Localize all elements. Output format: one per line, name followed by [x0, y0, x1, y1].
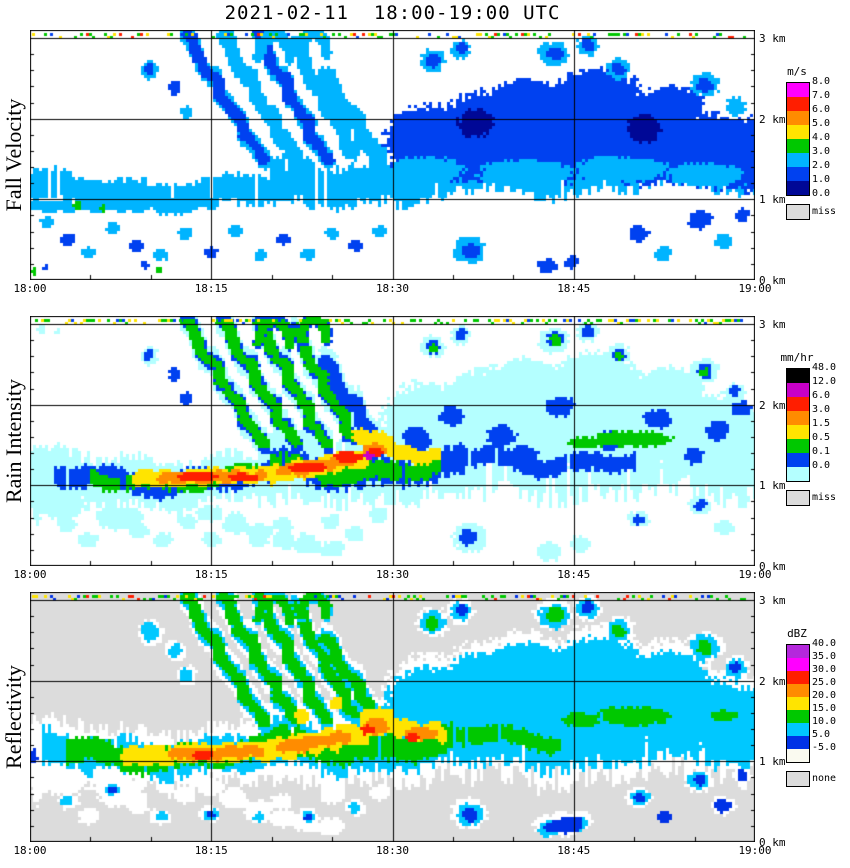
colorbar-label: 0.1	[812, 446, 831, 457]
y-tick-label: 1 km	[759, 479, 786, 493]
colorbar-reflectivity	[786, 644, 810, 763]
colorbar-unit-label: m/s	[787, 65, 807, 78]
panel-ylabel-rain-intensity: Rain Intensity	[1, 378, 26, 504]
x-tick-label: 18:45	[557, 282, 591, 295]
colorbar-label: 2.0	[812, 160, 831, 171]
colorbar-label: 8.0	[812, 76, 831, 87]
y-tick-label: 3 km	[759, 594, 786, 608]
colorbar-segment	[787, 181, 809, 195]
colorbar-label: 0.0	[812, 188, 831, 199]
colorbar-label: 3.0	[812, 404, 831, 415]
colorbar-segment	[787, 749, 809, 762]
colorbar-segment	[787, 697, 809, 710]
x-tick-label: 18:30	[375, 282, 410, 295]
colorbar-segment	[787, 153, 809, 167]
x-tick-label: 18:00	[13, 568, 47, 581]
colorbar-missing-label: none	[812, 773, 837, 784]
colorbar-segment	[787, 97, 809, 111]
colorbar-label: 0.0	[812, 460, 831, 471]
colorbar-segment	[787, 83, 809, 97]
colorbar-rain-intensity	[786, 368, 810, 482]
colorbar-segment	[787, 658, 809, 671]
colorbar-label: 7.0	[812, 90, 831, 101]
x-tick-label: 19:00	[738, 844, 772, 857]
colorbar-missing-swatch	[786, 490, 810, 506]
panel-canvas-reflectivity	[30, 592, 755, 842]
x-tick-label: 18:15	[194, 844, 228, 857]
panel-ylabel-fall-velocity: Fall Velocity	[1, 98, 26, 212]
x-tick-label: 18:45	[557, 568, 591, 581]
colorbar-segment	[787, 397, 809, 411]
y-tick-label: 0 km	[759, 836, 786, 849]
colorbar-label: 0.5	[812, 432, 831, 443]
x-tick-label: 18:30	[375, 844, 410, 857]
y-tick-label: 0 km	[759, 274, 786, 287]
y-tick-label: 0 km	[759, 560, 786, 573]
colorbar-label: 1.5	[812, 418, 831, 429]
x-tick-label: 18:30	[375, 568, 410, 581]
y-tick-label: 1 km	[759, 193, 786, 207]
x-tick-label: 19:00	[738, 568, 772, 581]
colorbar-segment	[787, 439, 809, 453]
colorbar-label: 6.0	[812, 104, 831, 115]
colorbar-unit-label: dBZ	[787, 627, 807, 640]
colorbar-segment	[787, 125, 809, 139]
colorbar-label: 3.0	[812, 146, 831, 157]
x-tick-label: 18:00	[13, 844, 47, 857]
colorbar-segment	[787, 684, 809, 697]
x-tick-label: 18:45	[557, 844, 591, 857]
colorbar-segment	[787, 369, 809, 383]
colorbar-missing-label: miss	[812, 492, 837, 503]
colorbar-label: -5.0	[812, 742, 837, 753]
colorbar-label: 20.0	[812, 690, 837, 701]
colorbar-label: 5.0	[812, 729, 831, 740]
colorbar-label: 6.0	[812, 390, 831, 401]
panel-ylabel-reflectivity: Reflectivity	[1, 665, 26, 769]
colorbar-fall-velocity	[786, 82, 810, 196]
colorbar-label: 25.0	[812, 677, 837, 688]
colorbar-segment	[787, 167, 809, 181]
y-tick-label: 2 km	[759, 674, 786, 688]
colorbar-segment	[787, 671, 809, 684]
colorbar-segment	[787, 467, 809, 481]
colorbar-segment	[787, 453, 809, 467]
colorbar-missing-swatch	[786, 204, 810, 220]
colorbar-label: 1.0	[812, 174, 831, 185]
colorbar-segment	[787, 723, 809, 736]
panel-canvas-fall-velocity	[30, 30, 755, 280]
colorbar-segment	[787, 736, 809, 749]
colorbar-segment	[787, 411, 809, 425]
x-tick-label: 18:00	[13, 282, 47, 295]
colorbar-segment	[787, 383, 809, 397]
y-tick-label: 1 km	[759, 755, 786, 769]
panel-canvas-rain-intensity	[30, 316, 755, 566]
x-tick-label: 19:00	[738, 282, 772, 295]
colorbar-label: 5.0	[812, 118, 831, 129]
page-title: 2021-02-11 18:00-19:00 UTC	[224, 2, 561, 24]
colorbar-label: 48.0	[812, 362, 837, 373]
colorbar-segment	[787, 425, 809, 439]
colorbar-label: 4.0	[812, 132, 831, 143]
colorbar-segment	[787, 139, 809, 153]
colorbar-segment	[787, 710, 809, 723]
colorbar-label: 15.0	[812, 703, 837, 714]
y-tick-label: 3 km	[759, 32, 786, 46]
colorbar-label: 35.0	[812, 651, 837, 662]
y-tick-label: 3 km	[759, 318, 786, 332]
colorbar-label: 10.0	[812, 716, 837, 727]
colorbar-segment	[787, 645, 809, 658]
x-tick-label: 18:15	[194, 282, 228, 295]
colorbar-missing-label: miss	[812, 206, 837, 217]
x-tick-label: 18:15	[194, 568, 228, 581]
colorbar-label: 40.0	[812, 638, 837, 649]
colorbar-missing-swatch	[786, 771, 810, 787]
colorbar-segment	[787, 111, 809, 125]
y-tick-label: 2 km	[759, 112, 786, 126]
y-tick-label: 2 km	[759, 398, 786, 412]
colorbar-unit-label: mm/hr	[780, 351, 814, 364]
colorbar-label: 12.0	[812, 376, 837, 387]
colorbar-label: 30.0	[812, 664, 837, 675]
